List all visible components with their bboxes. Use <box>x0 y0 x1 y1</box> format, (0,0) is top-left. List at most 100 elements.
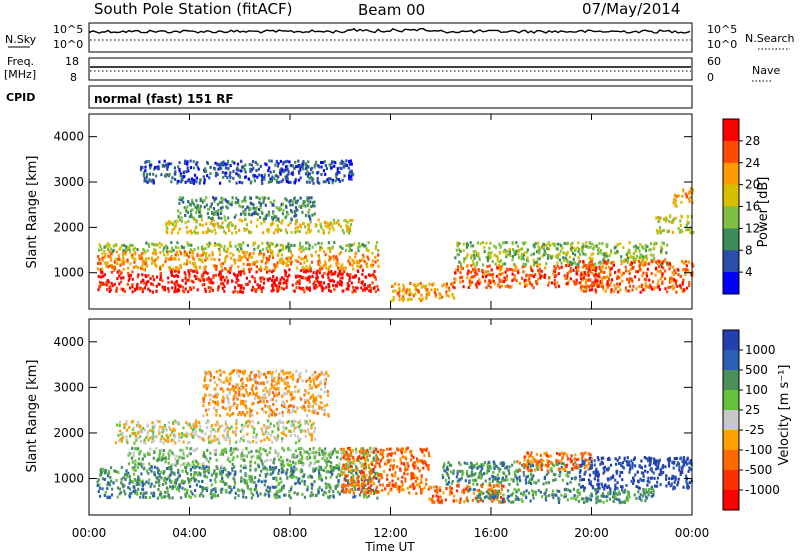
power-cell <box>490 268 493 272</box>
velocity-cell <box>313 383 316 387</box>
power-cell <box>589 260 593 264</box>
power-cell <box>332 255 335 258</box>
power-cell <box>538 247 541 251</box>
power-cell <box>671 265 674 269</box>
power-cell <box>602 258 605 262</box>
power-cell <box>312 201 315 204</box>
power-cell <box>512 262 516 266</box>
power-cell <box>305 231 308 235</box>
velocity-cell <box>291 460 294 464</box>
power-cell <box>268 166 271 170</box>
velocity-cell <box>168 466 171 469</box>
velocity-cell <box>169 485 172 489</box>
power-cell <box>173 172 176 176</box>
velocity-cell <box>226 473 229 477</box>
power-cell <box>222 226 225 230</box>
power-cell <box>192 166 195 170</box>
velocity-cell <box>281 421 285 425</box>
power-cell <box>259 276 262 280</box>
power-cell <box>515 279 518 283</box>
power-cell <box>357 249 360 253</box>
velocity-cell <box>303 450 306 454</box>
power-cell <box>337 261 340 265</box>
power-cell <box>327 268 330 272</box>
power-cell <box>242 267 245 271</box>
velocity-cell <box>119 437 122 441</box>
velocity-cell <box>325 491 328 495</box>
power-band-11 <box>672 187 694 208</box>
power-cell <box>276 289 279 293</box>
velocity-cell <box>133 472 136 476</box>
velocity-cell <box>173 472 176 476</box>
power-cell <box>486 256 490 260</box>
power-cell <box>282 277 285 281</box>
power-cell <box>185 251 188 255</box>
power-cell <box>228 179 231 183</box>
power-cell <box>147 242 150 246</box>
power-cell <box>166 167 169 171</box>
power-cell <box>245 227 248 231</box>
power-cell <box>122 243 126 247</box>
power-cell <box>208 229 211 233</box>
power-cell <box>471 244 475 248</box>
velocity-cell <box>171 485 174 489</box>
power-cell <box>144 274 147 278</box>
power-band-6 <box>390 282 456 303</box>
power-cell <box>292 172 295 176</box>
velocity-cell <box>198 435 202 439</box>
power-cell <box>401 289 404 293</box>
power-cell <box>351 290 354 294</box>
power-cell <box>601 282 604 286</box>
power-cell <box>187 270 190 274</box>
power-cell <box>547 242 550 246</box>
velocity-cell <box>350 461 353 465</box>
velocity-cell <box>280 431 283 435</box>
power-cell <box>319 267 322 271</box>
power-cell <box>243 227 246 231</box>
power-cell <box>196 203 199 207</box>
power-cell <box>224 267 227 270</box>
power-cell <box>168 222 171 226</box>
velocity-cell <box>266 419 269 423</box>
power-cell <box>181 178 184 182</box>
power-cell <box>189 251 192 255</box>
power-cell <box>279 261 282 265</box>
velocity-cell <box>269 425 272 429</box>
velocity-cell <box>315 460 318 464</box>
power-cell <box>244 208 247 212</box>
power-cell <box>402 297 405 301</box>
power-cell <box>170 273 173 276</box>
velocity-cell <box>240 476 243 480</box>
power-cell <box>526 283 529 287</box>
power-cell <box>182 175 185 179</box>
power-cell <box>366 255 369 259</box>
velocity-cell <box>101 487 104 491</box>
velocity-cell <box>243 463 246 467</box>
power-cell <box>577 250 580 254</box>
power-cell <box>148 245 151 249</box>
power-cell <box>333 272 336 276</box>
power-cell <box>126 246 129 249</box>
power-cell <box>127 266 130 270</box>
power-cbar-swatch-6 <box>723 250 739 273</box>
power-cell <box>173 220 176 224</box>
power-cell <box>542 245 545 249</box>
velocity-cell <box>295 441 298 445</box>
power-cell <box>436 288 439 292</box>
power-cell <box>224 260 227 264</box>
power-cbar-swatch-7 <box>723 272 739 295</box>
power-cell <box>117 254 120 258</box>
power-cell <box>288 160 291 164</box>
velocity-cell <box>182 440 185 444</box>
velocity-cell <box>286 476 289 480</box>
velocity-cell <box>310 434 313 438</box>
velocity-cell <box>239 429 242 433</box>
power-cell <box>553 278 556 282</box>
velocity-cell <box>131 432 134 435</box>
power-cell <box>254 289 257 293</box>
power-cell <box>630 255 633 259</box>
power-cell <box>508 251 512 255</box>
power-cell <box>474 271 477 275</box>
power-cell <box>164 260 167 264</box>
power-cell <box>664 277 667 281</box>
